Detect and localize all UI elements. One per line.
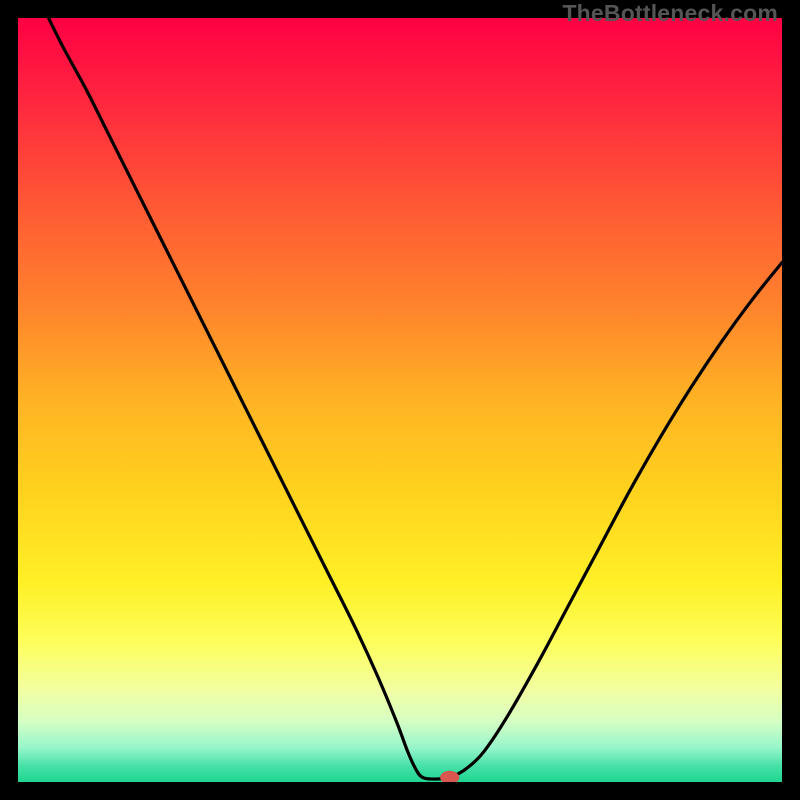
bottleneck-curve-chart — [18, 18, 782, 782]
watermark-text: TheBottleneck.com — [562, 0, 778, 27]
bottleneck-curve — [49, 18, 782, 779]
chart-frame: TheBottleneck.com — [0, 0, 800, 800]
plot-area — [18, 18, 782, 782]
sweet-spot-marker — [440, 771, 459, 782]
